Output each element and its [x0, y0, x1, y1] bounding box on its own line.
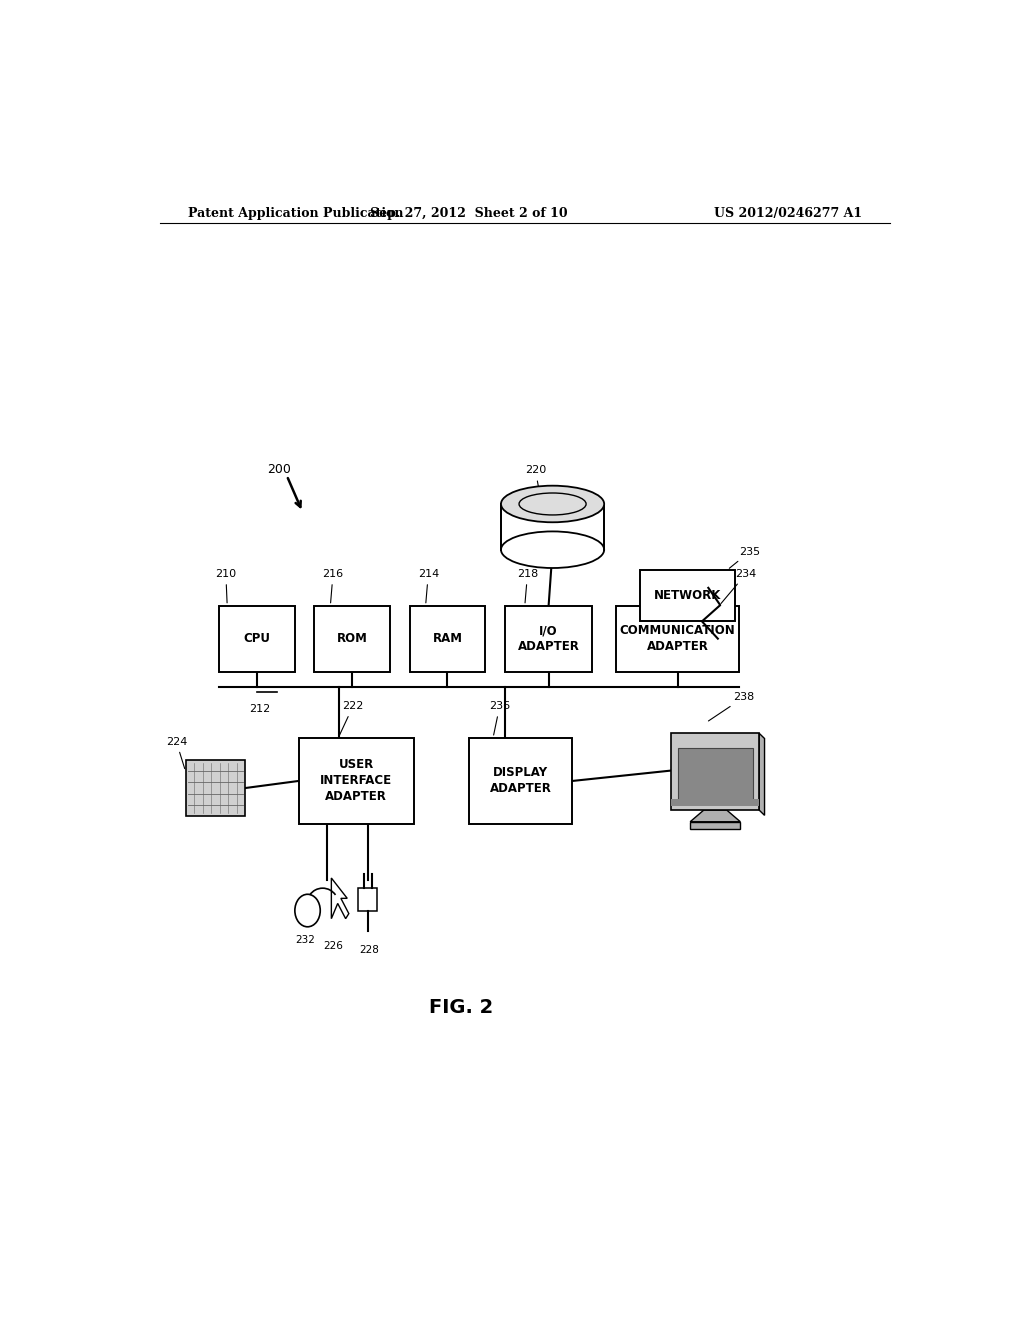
Text: USER
INTERFACE
ADAPTER: USER INTERFACE ADAPTER	[321, 759, 392, 804]
Bar	[358, 888, 377, 911]
Bar	[672, 800, 759, 805]
Bar	[410, 606, 485, 672]
Text: 216: 216	[323, 569, 344, 603]
Bar	[469, 738, 572, 824]
Ellipse shape	[501, 486, 604, 523]
Text: 236: 236	[489, 701, 510, 735]
Bar	[640, 570, 735, 620]
Text: 218: 218	[517, 569, 539, 603]
Text: RAM: RAM	[432, 632, 463, 645]
Text: 238: 238	[709, 692, 755, 721]
Bar	[219, 606, 295, 672]
Text: Sep. 27, 2012  Sheet 2 of 10: Sep. 27, 2012 Sheet 2 of 10	[371, 207, 568, 220]
Text: 220: 220	[524, 466, 546, 496]
Text: FIG. 2: FIG. 2	[429, 998, 494, 1016]
Bar	[185, 760, 245, 816]
Bar	[314, 606, 390, 672]
Text: 200: 200	[267, 463, 291, 477]
Ellipse shape	[501, 532, 604, 568]
Text: NETWORK: NETWORK	[653, 589, 721, 602]
Text: 222: 222	[340, 701, 364, 735]
Text: 212: 212	[249, 705, 270, 714]
Text: ROM: ROM	[337, 632, 368, 645]
Bar	[505, 606, 592, 672]
Circle shape	[295, 894, 321, 927]
Text: 226: 226	[324, 941, 343, 952]
Polygon shape	[759, 733, 765, 816]
Text: COMMUNICATION
ADAPTER: COMMUNICATION ADAPTER	[620, 624, 735, 653]
Text: 232: 232	[296, 935, 315, 945]
Polygon shape	[332, 878, 349, 919]
Text: Patent Application Publication: Patent Application Publication	[187, 207, 403, 220]
Ellipse shape	[519, 492, 586, 515]
Bar	[299, 738, 414, 824]
Text: 224: 224	[166, 737, 187, 768]
Text: US 2012/0246277 A1: US 2012/0246277 A1	[714, 207, 862, 220]
Bar	[616, 606, 739, 672]
Text: 228: 228	[359, 945, 380, 956]
Bar	[690, 822, 740, 829]
Text: CPU: CPU	[244, 632, 270, 645]
Bar	[678, 748, 753, 800]
Text: 214: 214	[418, 569, 439, 603]
Polygon shape	[690, 810, 740, 822]
Bar	[501, 504, 604, 549]
Text: I/O
ADAPTER: I/O ADAPTER	[518, 624, 580, 653]
Text: DISPLAY
ADAPTER: DISPLAY ADAPTER	[489, 767, 552, 796]
Text: 234: 234	[721, 569, 757, 603]
Text: 210: 210	[215, 569, 237, 603]
Bar	[672, 733, 759, 810]
Text: 235: 235	[729, 546, 760, 569]
